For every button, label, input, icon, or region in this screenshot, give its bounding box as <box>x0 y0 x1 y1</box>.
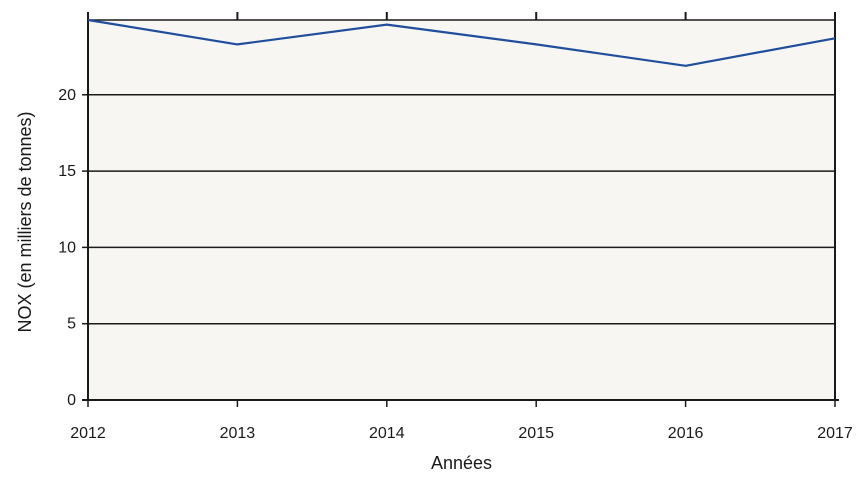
x-tick-label-2017: 2017 <box>817 425 853 442</box>
series-group <box>87 18 836 67</box>
axes <box>82 12 839 407</box>
y-tick-label-0: 0 <box>67 392 76 409</box>
top-ticks <box>87 12 836 20</box>
x-tick-label-2013: 2013 <box>220 425 256 442</box>
plot-background <box>88 20 835 400</box>
gridlines <box>82 19 835 401</box>
y-tick-label-15: 15 <box>58 163 76 180</box>
x-axis-title: Années <box>431 453 492 473</box>
series-line-0 <box>87 18 836 67</box>
y-axis-title: NOX (en milliers de tonnes) <box>15 111 35 332</box>
x-tick-label-2012: 2012 <box>70 425 106 442</box>
y-tick-label-20: 20 <box>58 87 76 104</box>
x-tick-labels: 2012 2013 2014 2015 2016 2017 <box>70 425 853 442</box>
y-tick-label-10: 10 <box>58 239 76 256</box>
x-tick-label-2014: 2014 <box>369 425 405 442</box>
x-tick-label-2015: 2015 <box>518 425 554 442</box>
y-tick-labels: 0 5 10 15 20 <box>58 87 76 409</box>
x-tick-label-2016: 2016 <box>668 425 704 442</box>
y-tick-label-5: 5 <box>67 316 76 333</box>
